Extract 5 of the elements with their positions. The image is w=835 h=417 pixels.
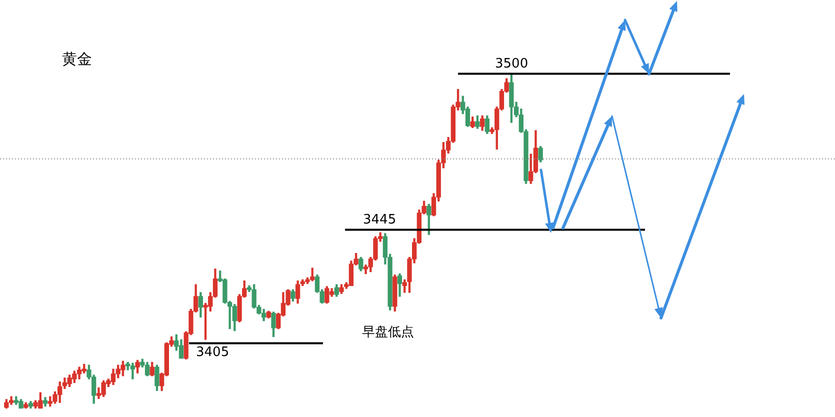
ref-line-label: 3500	[495, 56, 528, 72]
ref-line-label: 3445	[363, 212, 396, 228]
annotation: 早盘低点	[362, 324, 414, 341]
text: 黄金	[62, 50, 92, 69]
ref-line-label: 3405	[196, 345, 230, 360]
